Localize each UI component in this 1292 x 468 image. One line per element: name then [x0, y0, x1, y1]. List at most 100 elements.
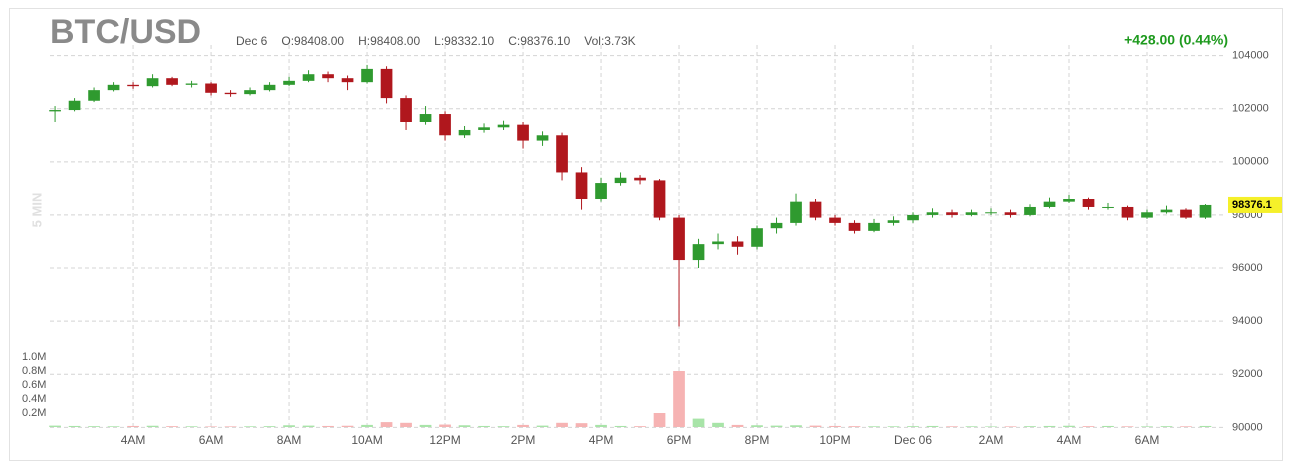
volume-bar [302, 425, 315, 427]
candle-body [146, 78, 159, 87]
candle-body [458, 129, 471, 136]
ohlc-info: H:98408.00 [358, 34, 420, 48]
frame [9, 8, 1283, 461]
candle-body [127, 84, 139, 87]
volume-tick-label: 0.6M [22, 379, 46, 391]
volume-bar [205, 426, 217, 427]
candle-body [887, 220, 900, 223]
volume-bar [400, 422, 412, 427]
x-tick-label: 8PM [745, 433, 770, 447]
volume-bar [68, 425, 81, 427]
candle-body [1102, 206, 1114, 208]
x-tick-label: 6AM [199, 433, 224, 447]
candle-body [595, 183, 607, 199]
candle-body [653, 180, 666, 218]
candle-body [283, 80, 295, 85]
volume-bar [653, 413, 666, 427]
candle-body [341, 78, 354, 83]
volume-bar [536, 425, 549, 427]
volume-bar [517, 424, 529, 427]
volume-bar [322, 425, 334, 427]
x-tick-label: 12PM [429, 433, 460, 447]
y-tick-label: 102000 [1232, 103, 1269, 115]
candle-body [634, 177, 646, 181]
candle-body [673, 217, 685, 261]
volume-bar [146, 425, 159, 427]
candle-body [946, 212, 958, 215]
chart-title: BTC/USD [50, 13, 201, 51]
candle-body [868, 222, 880, 231]
candle-body [88, 90, 100, 101]
volume-bar [790, 425, 802, 427]
x-tick-label: 6AM [1135, 433, 1160, 447]
x-tick-label: 4AM [121, 433, 146, 447]
candle-body [185, 83, 198, 85]
volume-bar [283, 425, 295, 427]
volume-bar [1043, 425, 1056, 427]
volume-bar [751, 425, 763, 427]
candle-body [166, 78, 178, 85]
candle-body [1199, 204, 1212, 218]
volume-bar [1180, 426, 1192, 427]
volume-bar [673, 371, 685, 427]
volume-bar [595, 424, 607, 427]
volume-bar [361, 424, 373, 427]
volume-bar [1063, 425, 1075, 427]
candle-body [517, 124, 529, 141]
ohlc-info: C:98376.10 [508, 34, 570, 48]
candle-body [439, 114, 451, 136]
volume-bar [244, 426, 256, 427]
x-tick-label: 10AM [351, 433, 382, 447]
volume-bar [809, 425, 822, 427]
candle-body [965, 212, 978, 215]
candle-body [1121, 206, 1134, 218]
x-tick-label: 8AM [277, 433, 302, 447]
candle-body [907, 214, 919, 221]
candle-body [1063, 199, 1075, 202]
candle-body [731, 241, 744, 247]
x-tick-label: 4AM [1057, 433, 1082, 447]
volume-bar [185, 426, 198, 427]
x-tick-label: 6PM [667, 433, 692, 447]
change-label: +428.00 (0.44%) [1124, 32, 1228, 48]
candle-body [712, 241, 724, 245]
candle-body [244, 90, 256, 95]
x-tick-label: 2AM [979, 433, 1004, 447]
volume-bar [88, 426, 100, 427]
volume-bar [848, 426, 861, 427]
volume-bar [341, 425, 354, 427]
x-tick-label: 10PM [819, 433, 850, 447]
interval-label: 5 MIN [29, 193, 44, 228]
candle-body [809, 201, 822, 218]
volume-bar [926, 425, 939, 427]
volume-bar [478, 425, 490, 427]
volume-tick-label: 0.2M [22, 407, 46, 419]
volume-bar [1121, 426, 1134, 427]
candle-body [400, 98, 412, 122]
ohlc-info: Dec 6 [236, 34, 268, 48]
candle-body [556, 135, 568, 173]
candle-body [1082, 199, 1095, 207]
x-tick-label: 4PM [589, 433, 614, 447]
candle-body [770, 222, 783, 229]
volume-bar [985, 426, 997, 427]
candle-body [536, 135, 549, 141]
candle-body [1160, 209, 1173, 213]
y-tick-label: 94000 [1232, 315, 1263, 327]
volume-bar [419, 424, 432, 427]
volume-bar [1141, 426, 1153, 427]
candle-body [497, 124, 510, 128]
volume-bar [1024, 426, 1036, 427]
volume-bar [458, 425, 471, 427]
y-tick-label: 96000 [1232, 262, 1263, 274]
volume-bar [946, 426, 958, 427]
volume-bar [1102, 425, 1114, 427]
candle-body [1180, 209, 1192, 218]
candle-body [478, 127, 490, 130]
volume-bar [224, 426, 237, 427]
ohlc-info: Vol:3.73K [584, 34, 635, 48]
volume-bar [575, 423, 588, 427]
y-tick-label: 92000 [1232, 368, 1263, 380]
x-tick-label: Dec 06 [894, 433, 932, 447]
